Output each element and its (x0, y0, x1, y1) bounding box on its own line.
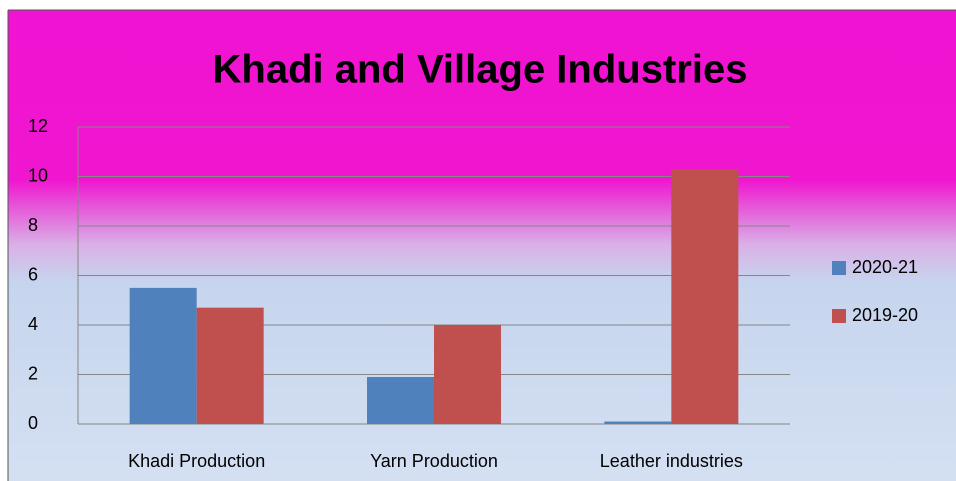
bar (129, 287, 197, 424)
y-tick-label: 0 (28, 413, 38, 433)
x-tick-label: Khadi Production (128, 451, 265, 471)
x-tick-label: Yarn Production (370, 451, 498, 471)
legend-swatch (832, 309, 846, 323)
y-tick-label: 6 (28, 264, 38, 284)
legend-label: 2020-21 (852, 257, 918, 277)
y-tick-label: 4 (28, 314, 38, 334)
x-tick-label: Leather industries (600, 451, 743, 471)
legend-label: 2019-20 (852, 305, 918, 325)
bar (604, 421, 672, 424)
bar (434, 325, 501, 424)
bar (196, 307, 264, 424)
bar (671, 169, 739, 424)
y-tick-label: 10 (28, 165, 48, 185)
bar (367, 376, 434, 424)
chart-title: Khadi and Village Industries (213, 48, 748, 92)
y-tick-label: 8 (28, 215, 38, 235)
legend-swatch (832, 261, 846, 275)
y-tick-label: 2 (28, 363, 38, 383)
y-tick-label: 12 (28, 116, 48, 136)
